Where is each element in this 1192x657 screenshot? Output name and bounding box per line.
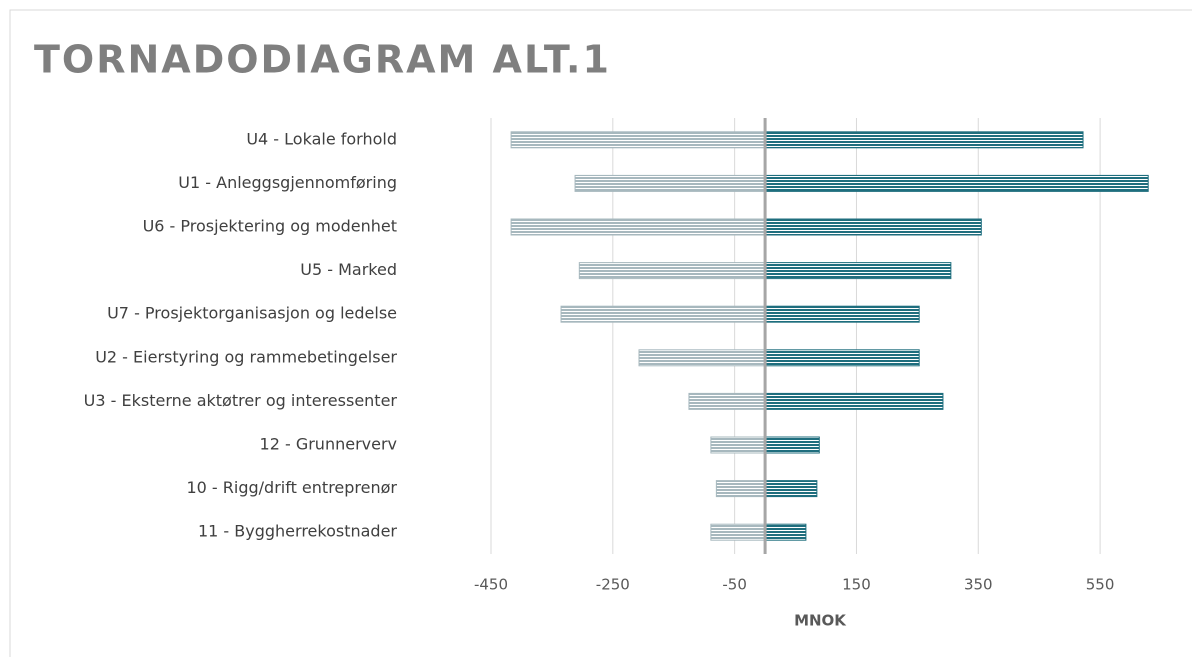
bar (764, 349, 920, 367)
chart-title: TORNADODIAGRAM ALT.1 (34, 38, 611, 82)
y-tick-label: U7 - Prosjektorganisasjon og ledelse (107, 304, 397, 323)
bar (710, 523, 766, 541)
x-tick-label: -250 (596, 576, 630, 594)
chart-frame (9, 9, 1192, 657)
y-tick-label: 11 - Byggherrekostnader (198, 522, 397, 541)
y-tick-label: U1 - Anleggsgjennomføring (178, 173, 397, 192)
y-tick-label: U4 - Lokale forhold (246, 129, 397, 148)
x-tick-label: -50 (722, 576, 747, 594)
x-tick-label: 550 (1086, 576, 1115, 594)
bar (510, 218, 766, 236)
bar (715, 480, 766, 498)
bar (764, 218, 982, 236)
bar (764, 523, 807, 541)
y-tick-label: U6 - Prosjektering og modenhet (143, 217, 397, 236)
bar (764, 480, 818, 498)
bar (578, 262, 766, 280)
y-tick-label: 10 - Rigg/drift entreprenør (186, 478, 397, 497)
x-tick-label: 350 (964, 576, 993, 594)
bar (764, 262, 952, 280)
bar (638, 349, 766, 367)
bar (764, 174, 1149, 192)
y-tick-label: U5 - Marked (300, 260, 397, 279)
y-tick-label: U3 - Eksterne aktøtrer og interessenter (84, 391, 398, 410)
bar (574, 174, 766, 192)
bar (710, 436, 766, 454)
y-tick-label: U2 - Eierstyring og rammebetingelser (95, 347, 397, 366)
x-tick-label: 150 (842, 576, 871, 594)
x-axis-label: MNOK (794, 612, 847, 630)
bar (764, 305, 920, 323)
x-tick-label: -450 (474, 576, 508, 594)
y-tick-label: 12 - Grunnerverv (260, 435, 397, 454)
bar (688, 392, 766, 410)
bar (510, 131, 766, 149)
bar (764, 436, 820, 454)
bar (764, 392, 944, 410)
bar (560, 305, 766, 323)
bar (764, 131, 1084, 149)
